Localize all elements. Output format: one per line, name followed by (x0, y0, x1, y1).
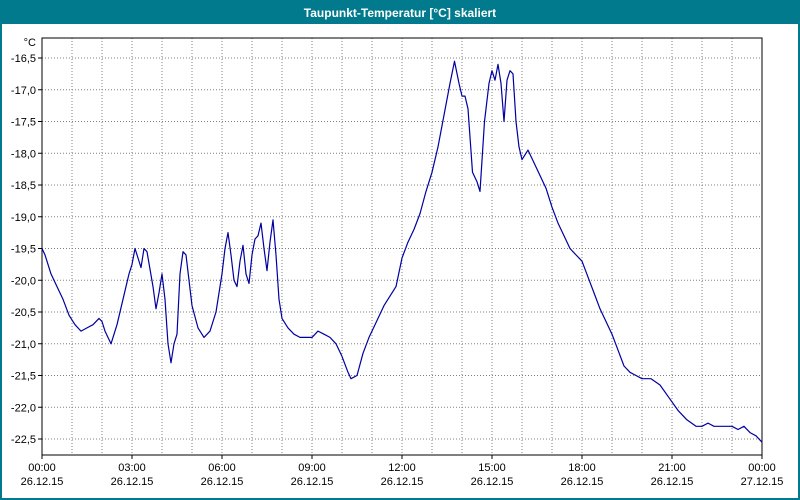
x-tick-date-label: 26.12.15 (201, 476, 244, 488)
y-tick-label: -16,5 (11, 53, 36, 65)
y-tick-label: -17,0 (11, 85, 36, 97)
chart-plot: -16,5 -17,0 -17,5 -18,0 -18,5 -19,0 -19,5 -20,0… (2, 24, 798, 498)
x-tick-date-label: 26.12.15 (651, 476, 694, 488)
y-tick-label: -21,0 (11, 339, 36, 351)
y-tick-label: -18,0 (11, 148, 36, 160)
series-line (41, 60, 763, 443)
chart-title-bar: Taupunkt-Temperatur [°C] skaliert (2, 2, 798, 24)
y-tick-label: -18,5 (11, 180, 36, 192)
y-tick-label: -19,0 (11, 212, 36, 224)
x-tick-time-label: 09:00 (298, 462, 326, 474)
x-tick-time-label: 21:00 (658, 462, 686, 474)
x-tick-time-label: 03:00 (118, 462, 146, 474)
y-tick-label: -20,5 (11, 307, 36, 319)
x-tick-time-label: 06:00 (208, 462, 236, 474)
y-tick-label: -21,5 (11, 371, 36, 383)
y-tick-label: -17,5 (11, 117, 36, 129)
x-tick-date-label: 26.12.15 (291, 476, 334, 488)
y-tick-label: -19,5 (11, 244, 36, 256)
x-tick-time-label: 15:00 (478, 462, 506, 474)
x-tick-time-label: 00:00 (748, 462, 776, 474)
x-tick-time-label: 00:00 (28, 462, 56, 474)
x-tick-date-label: 26.12.15 (21, 476, 64, 488)
x-tick-date-label: 27.12.15 (741, 476, 784, 488)
y-tick-label: -22,5 (11, 434, 36, 446)
chart-title: Taupunkt-Temperatur [°C] skaliert (303, 6, 497, 20)
y-axis-unit-label: °C (24, 37, 36, 49)
x-tick-date-label: 26.12.15 (111, 476, 154, 488)
x-tick-time-label: 12:00 (388, 462, 416, 474)
x-tick-time-label: 18:00 (568, 462, 596, 474)
x-tick-date-label: 26.12.15 (381, 476, 424, 488)
x-tick-date-label: 26.12.15 (561, 476, 604, 488)
y-tick-label: -20,0 (11, 275, 36, 287)
x-tick-date-label: 26.12.15 (471, 476, 514, 488)
y-tick-label: -22,0 (11, 402, 36, 414)
